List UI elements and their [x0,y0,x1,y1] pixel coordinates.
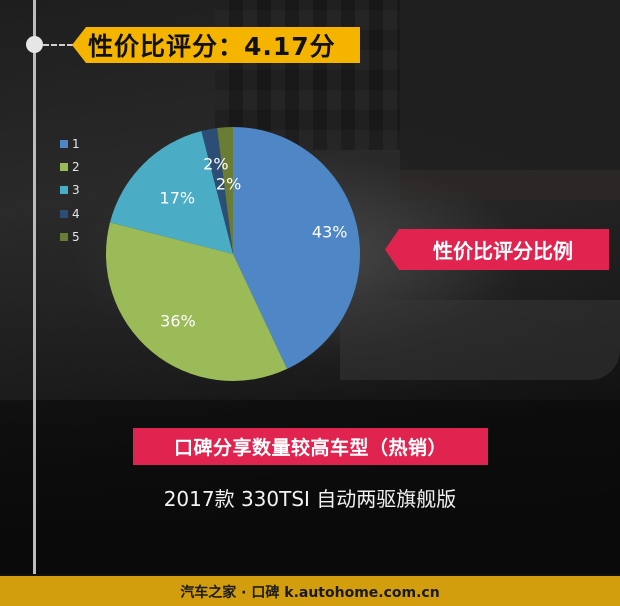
pie-label-1: 43% [311,222,348,242]
footer-text: 汽车之家 · 口碑 k.autohome.com.cn [180,585,440,601]
timeline-connector [43,44,73,46]
legend-item-3: 3 [60,179,80,202]
legend-item-4: 4 [60,202,80,225]
pie-slice-4 [201,128,233,254]
legend-swatch-icon [60,186,68,195]
hot-model-banner-text: 口碑分享数量较高车型（热销） [173,437,447,459]
hot-model-banner: 口碑分享数量较高车型（热销） [133,428,488,465]
chart-legend: 1 2 3 4 5 [60,132,80,248]
pie-label-2: 36% [160,311,196,331]
legend-item-1: 1 [60,132,80,155]
pie-label-5: 2% [215,174,242,194]
timeline-line [33,0,36,575]
legend-swatch-icon [60,232,68,241]
pie-slice-5 [217,127,233,254]
footer-bar: 汽车之家 · 口碑 k.autohome.com.cn [0,574,620,606]
legend-label: 1 [72,136,80,151]
pie-slice-2 [106,222,288,381]
score-banner-text: 性价比评分：4.17分 [88,32,336,61]
legend-label: 4 [72,206,80,221]
pie-slice-3 [109,130,233,254]
pie-label-3: 17% [159,188,196,208]
legend-swatch-icon [60,209,68,218]
ratio-banner: 性价比评分比例 [385,229,609,270]
pie-slice-1 [233,127,360,369]
legend-item-5: 5 [60,225,80,248]
legend-label: 2 [72,159,80,174]
background-car-bumper [340,300,620,380]
legend-swatch-icon [60,139,68,148]
pie-chart-graphic [106,127,360,381]
pie-label-4: 2% [203,154,229,174]
model-name: 2017款 330TSI 自动两驱旗舰版 [163,487,457,511]
legend-item-2: 2 [60,155,80,178]
legend-label: 3 [72,183,80,198]
legend-swatch-icon [60,162,68,171]
score-banner: 性价比评分：4.17分 [72,27,360,63]
pie-chart: 43% 36% 17% 2% 2% [105,126,361,382]
legend-label: 5 [72,229,80,244]
ratio-banner-text: 性价比评分比例 [433,239,573,263]
timeline-dot [26,36,43,53]
